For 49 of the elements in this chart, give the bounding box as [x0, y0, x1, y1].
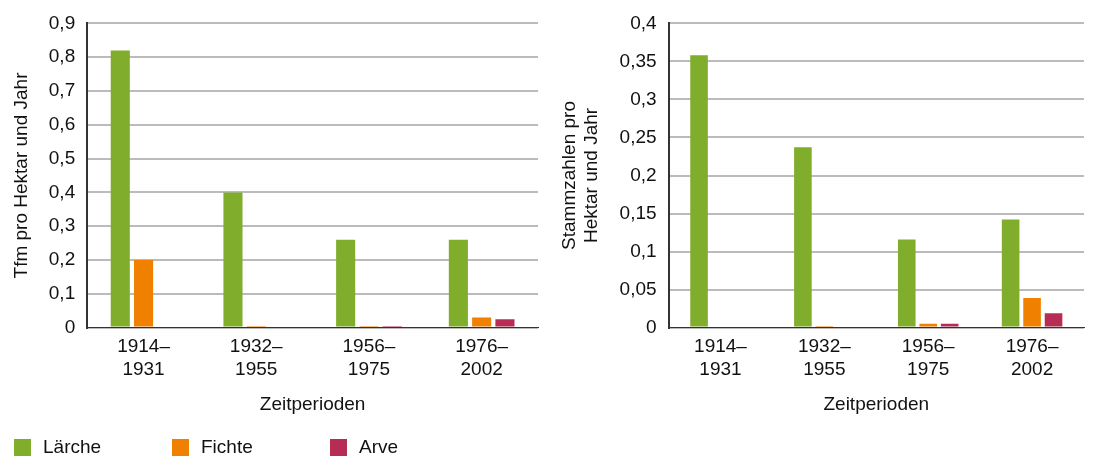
y-tick-label: 0,4 [48, 180, 76, 202]
y-tick-label: 0 [646, 315, 657, 337]
y-tick-label: 0,5 [48, 146, 76, 168]
bar [690, 55, 708, 327]
x-tick-label: 1956–1975 [901, 335, 956, 380]
y-tick-label: 0,4 [630, 11, 657, 33]
bar [495, 319, 515, 327]
y-tick-label: 0,2 [48, 248, 76, 270]
x-tick-label: 1932–1955 [229, 335, 284, 380]
bar [940, 323, 959, 327]
y-tick-label: 0,3 [630, 87, 657, 109]
x-tick-label: 1956–1975 [342, 335, 396, 380]
x-tick-label: 1976–2002 [1005, 335, 1059, 380]
y-tick-label: 0,1 [48, 282, 76, 304]
y-tick-label: 0,6 [48, 113, 76, 135]
x-tick-label: 1914–1931 [694, 335, 748, 380]
y-tick-label: 0,25 [619, 125, 657, 147]
bar [448, 239, 468, 327]
bar [134, 260, 154, 327]
y-axis-title: Tfm pro Hektar und Jahr [9, 71, 31, 279]
x-tick-label: 1914–1931 [117, 335, 171, 380]
bar [1001, 219, 1020, 327]
x-tick-label: 1976–2002 [455, 335, 509, 380]
y-tick-label: 0,7 [48, 79, 76, 101]
bar [1044, 313, 1063, 327]
y-tick-label: 0,05 [619, 277, 657, 299]
y-tick-label: 0,15 [619, 201, 657, 223]
y-tick-label: 0,35 [619, 49, 657, 71]
bar [472, 317, 492, 327]
bar [794, 147, 812, 327]
y-tick-label: 0,9 [48, 11, 76, 33]
x-axis-title: Zeitperioden [823, 392, 930, 414]
y-tick-label: 0,2 [630, 163, 657, 185]
legend-label: Lärche [43, 436, 102, 458]
legend-label: Fichte [201, 436, 253, 458]
y-tick-label: 0,8 [48, 45, 76, 67]
x-axis-title: Zeitperioden [259, 392, 366, 414]
bar [897, 239, 916, 327]
y-tick-label: 0,3 [48, 214, 76, 236]
bar [1023, 297, 1041, 327]
x-tick-label: 1932–1955 [797, 335, 852, 380]
y-axis-title: Stammzahlen pro Hektar und Jahr [557, 101, 602, 250]
y-tick-label: 0,1 [630, 239, 657, 261]
bar [919, 323, 938, 327]
y-tick-label: 0 [64, 315, 76, 337]
legend-label: Arve [359, 436, 399, 458]
bar [223, 192, 243, 327]
bar [336, 239, 356, 327]
bar [110, 50, 130, 327]
